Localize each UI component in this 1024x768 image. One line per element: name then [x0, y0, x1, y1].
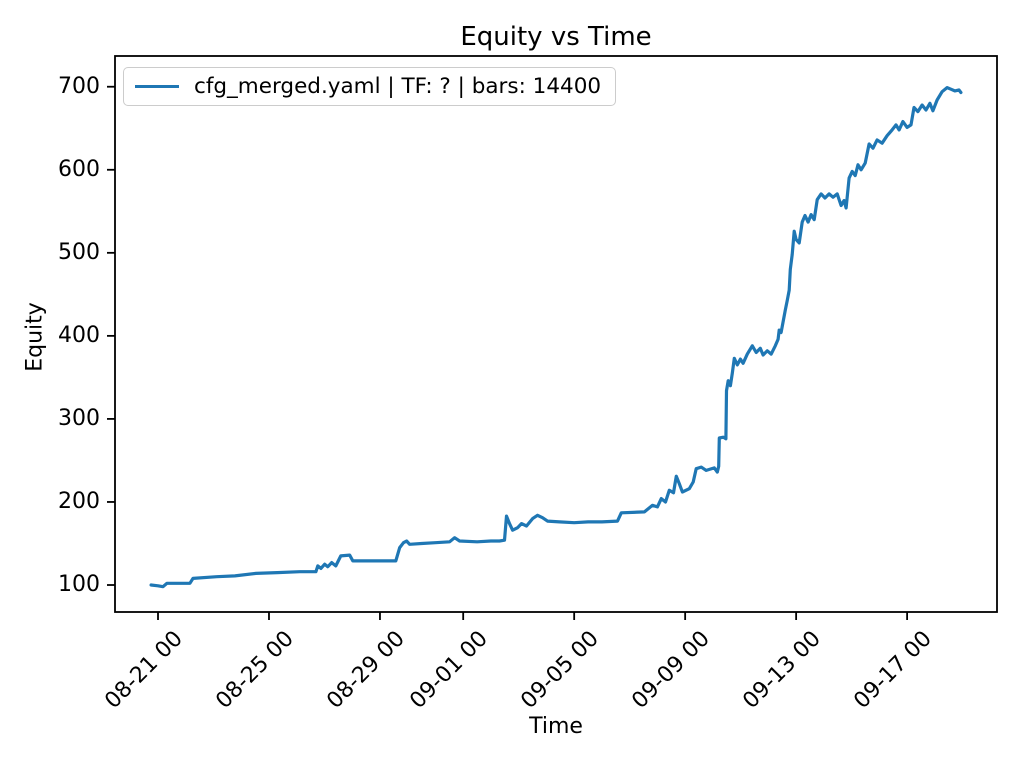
- y-tick-label: 400: [58, 322, 100, 348]
- equity-line: [149, 86, 963, 589]
- y-tick-label: 300: [58, 405, 100, 431]
- legend: cfg_merged.yaml | TF: ? | bars: 14400: [123, 67, 617, 106]
- legend-label: cfg_merged.yaml | TF: ? | bars: 14400: [194, 74, 602, 99]
- y-tick-label: 100: [58, 572, 100, 597]
- y-axis-label: Equity: [22, 302, 48, 372]
- chart-title: Equity vs Time: [460, 22, 652, 52]
- legend-line-sample-icon: [135, 84, 179, 89]
- y-tick-label: 500: [58, 239, 100, 265]
- y-tick-label: 700: [58, 73, 100, 99]
- y-tick-label: 200: [58, 488, 100, 514]
- plot-frame: [114, 55, 998, 613]
- x-axis-label: Time: [529, 714, 583, 739]
- y-tick-label: 600: [58, 156, 100, 182]
